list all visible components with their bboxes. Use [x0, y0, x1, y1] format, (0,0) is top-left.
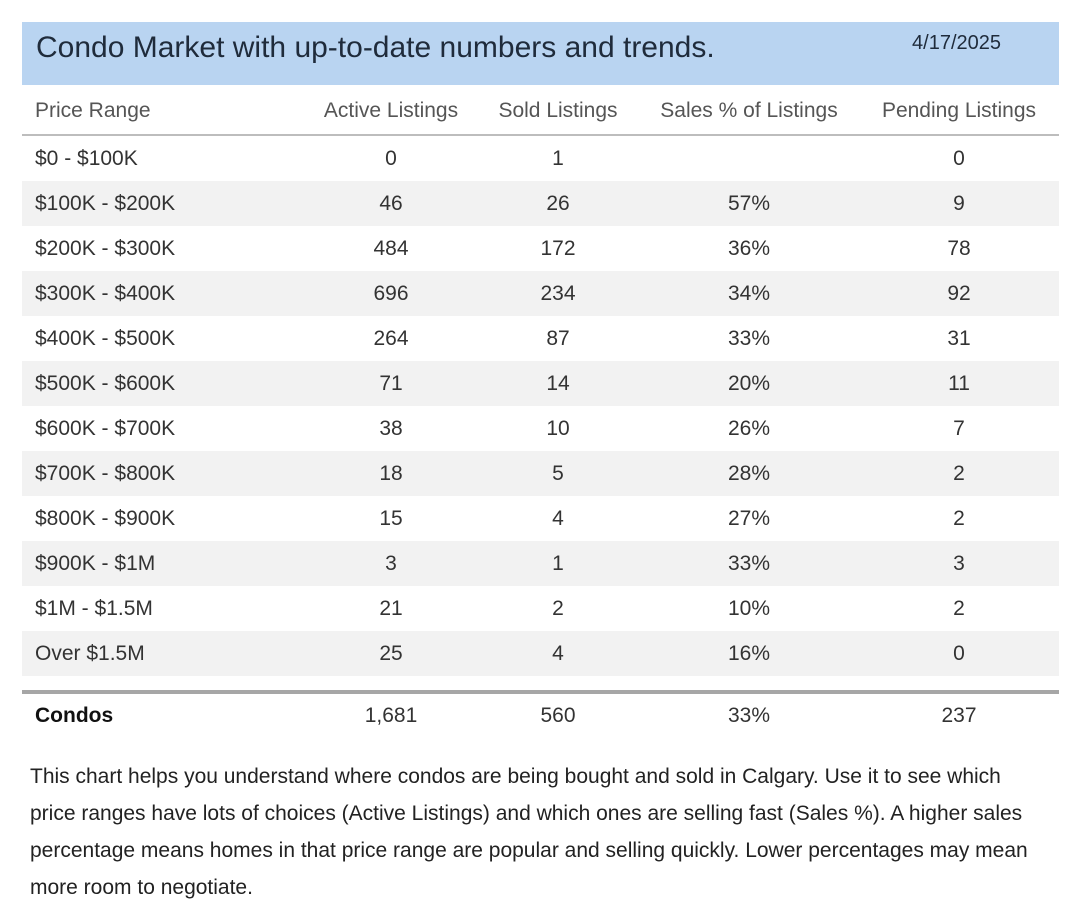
cell-sales-percent: 33% [727, 326, 771, 350]
cell-price-range: $200K - $300K [35, 236, 176, 260]
cell-price-range: $600K - $700K [35, 416, 176, 440]
total-label: Condos [35, 704, 114, 727]
cell-price-range: $500K - $600K [35, 371, 176, 395]
table-row: $400K - $500K 264 87 33% 31 [22, 316, 1059, 361]
cell-pending-listings: 2 [953, 461, 965, 485]
table-row: $300K - $400K 696 234 34% 92 [22, 271, 1059, 316]
condo-market-table: Price Range Active Listings Sold Listing… [22, 88, 1059, 676]
cell-active-listings: 38 [379, 416, 403, 440]
cell-active-listings: 25 [379, 641, 403, 665]
total-sold-listings: 560 [540, 704, 576, 727]
cell-active-listings: 484 [373, 236, 409, 260]
cell-pending-listings: 2 [953, 596, 965, 620]
total-pending-listings: 237 [941, 704, 977, 727]
table-row: $200K - $300K 484 172 36% 78 [22, 226, 1059, 271]
table-row: $600K - $700K 38 10 26% 7 [22, 406, 1059, 451]
cell-sold-listings: 14 [546, 371, 570, 395]
cell-price-range: Over $1.5M [35, 641, 145, 665]
cell-pending-listings: 11 [948, 371, 970, 395]
cell-active-listings: 21 [379, 596, 403, 620]
column-header-price-range: Price Range [35, 99, 151, 122]
cell-pending-listings: 2 [953, 506, 965, 530]
cell-sold-listings: 234 [540, 281, 576, 305]
cell-active-listings: 264 [373, 326, 409, 350]
cell-sales-percent: 28% [727, 461, 771, 485]
cell-active-listings: 0 [385, 146, 397, 170]
cell-active-listings: 71 [379, 371, 403, 395]
cell-sales-percent [649, 136, 849, 181]
report-date: 4/17/2025 [912, 32, 1001, 54]
cell-sold-listings: 5 [552, 461, 564, 485]
cell-sales-percent: 36% [727, 236, 771, 260]
cell-price-range: $800K - $900K [35, 506, 176, 530]
column-header-sales-percent: Sales % of Listings [660, 99, 838, 122]
cell-price-range: $0 - $100K [35, 146, 138, 170]
cell-sales-percent: 10% [727, 596, 771, 620]
total-divider [22, 690, 1059, 694]
cell-sold-listings: 2 [552, 596, 564, 620]
cell-pending-listings: 31 [947, 326, 971, 350]
cell-sales-percent: 20% [727, 371, 771, 395]
cell-sold-listings: 4 [552, 506, 564, 530]
cell-price-range: $300K - $400K [35, 281, 176, 305]
total-row: Condos 1,681 560 33% 237 [22, 694, 1059, 738]
cell-sales-percent: 26% [727, 416, 771, 440]
cell-pending-listings: 0 [953, 641, 965, 665]
column-header-active-listings: Active Listings [323, 99, 459, 122]
table-row: $700K - $800K 18 5 28% 2 [22, 451, 1059, 496]
cell-sold-listings: 26 [546, 191, 570, 215]
table-row: $500K - $600K 71 14 20% 11 [22, 361, 1059, 406]
cell-sold-listings: 172 [540, 236, 576, 260]
total-active-listings: 1,681 [364, 704, 418, 727]
cell-sales-percent: 33% [727, 551, 771, 575]
cell-active-listings: 696 [373, 281, 409, 305]
cell-price-range: $400K - $500K [35, 326, 176, 350]
cell-sold-listings: 1 [552, 146, 564, 170]
cell-pending-listings: 3 [953, 551, 965, 575]
cell-pending-listings: 0 [953, 146, 965, 170]
cell-sold-listings: 10 [546, 416, 570, 440]
cell-sold-listings: 1 [552, 551, 564, 575]
column-header-pending-listings: Pending Listings [881, 99, 1037, 122]
cell-price-range: $100K - $200K [35, 191, 176, 215]
cell-price-range: $1M - $1.5M [35, 596, 153, 620]
table-header-row: Price Range Active Listings Sold Listing… [22, 88, 1059, 136]
table-header-banner: Condo Market with up-to-date numbers and… [22, 22, 1059, 85]
table-row: $100K - $200K 46 26 57% 9 [22, 181, 1059, 226]
cell-sales-percent: 57% [727, 191, 771, 215]
table-row: $0 - $100K 0 1 0 [22, 136, 1059, 181]
cell-price-range: $900K - $1M [35, 551, 156, 575]
cell-pending-listings: 7 [953, 416, 965, 440]
cell-price-range: $700K - $800K [35, 461, 176, 485]
cell-active-listings: 18 [379, 461, 403, 485]
cell-sold-listings: 4 [552, 641, 564, 665]
cell-pending-listings: 92 [947, 281, 971, 305]
page-title: Condo Market with up-to-date numbers and… [36, 31, 715, 64]
chart-description: This chart helps you understand where co… [30, 765, 1028, 899]
table-row: $800K - $900K 15 4 27% 2 [22, 496, 1059, 541]
column-header-sold-listings: Sold Listings [498, 99, 618, 122]
cell-active-listings: 3 [385, 551, 397, 575]
cell-active-listings: 15 [379, 506, 403, 530]
table-row: Over $1.5M 25 4 16% 0 [22, 631, 1059, 676]
cell-sales-percent: 27% [727, 506, 771, 530]
cell-sales-percent: 34% [727, 281, 771, 305]
table-row: $1M - $1.5M 21 2 10% 2 [22, 586, 1059, 631]
cell-sales-percent: 16% [727, 641, 771, 665]
table-row: $900K - $1M 3 1 33% 3 [22, 541, 1059, 586]
cell-active-listings: 46 [379, 191, 403, 215]
cell-pending-listings: 9 [953, 191, 965, 215]
cell-pending-listings: 78 [947, 236, 971, 260]
cell-sold-listings: 87 [546, 326, 570, 350]
total-sales-percent: 33% [727, 704, 771, 727]
